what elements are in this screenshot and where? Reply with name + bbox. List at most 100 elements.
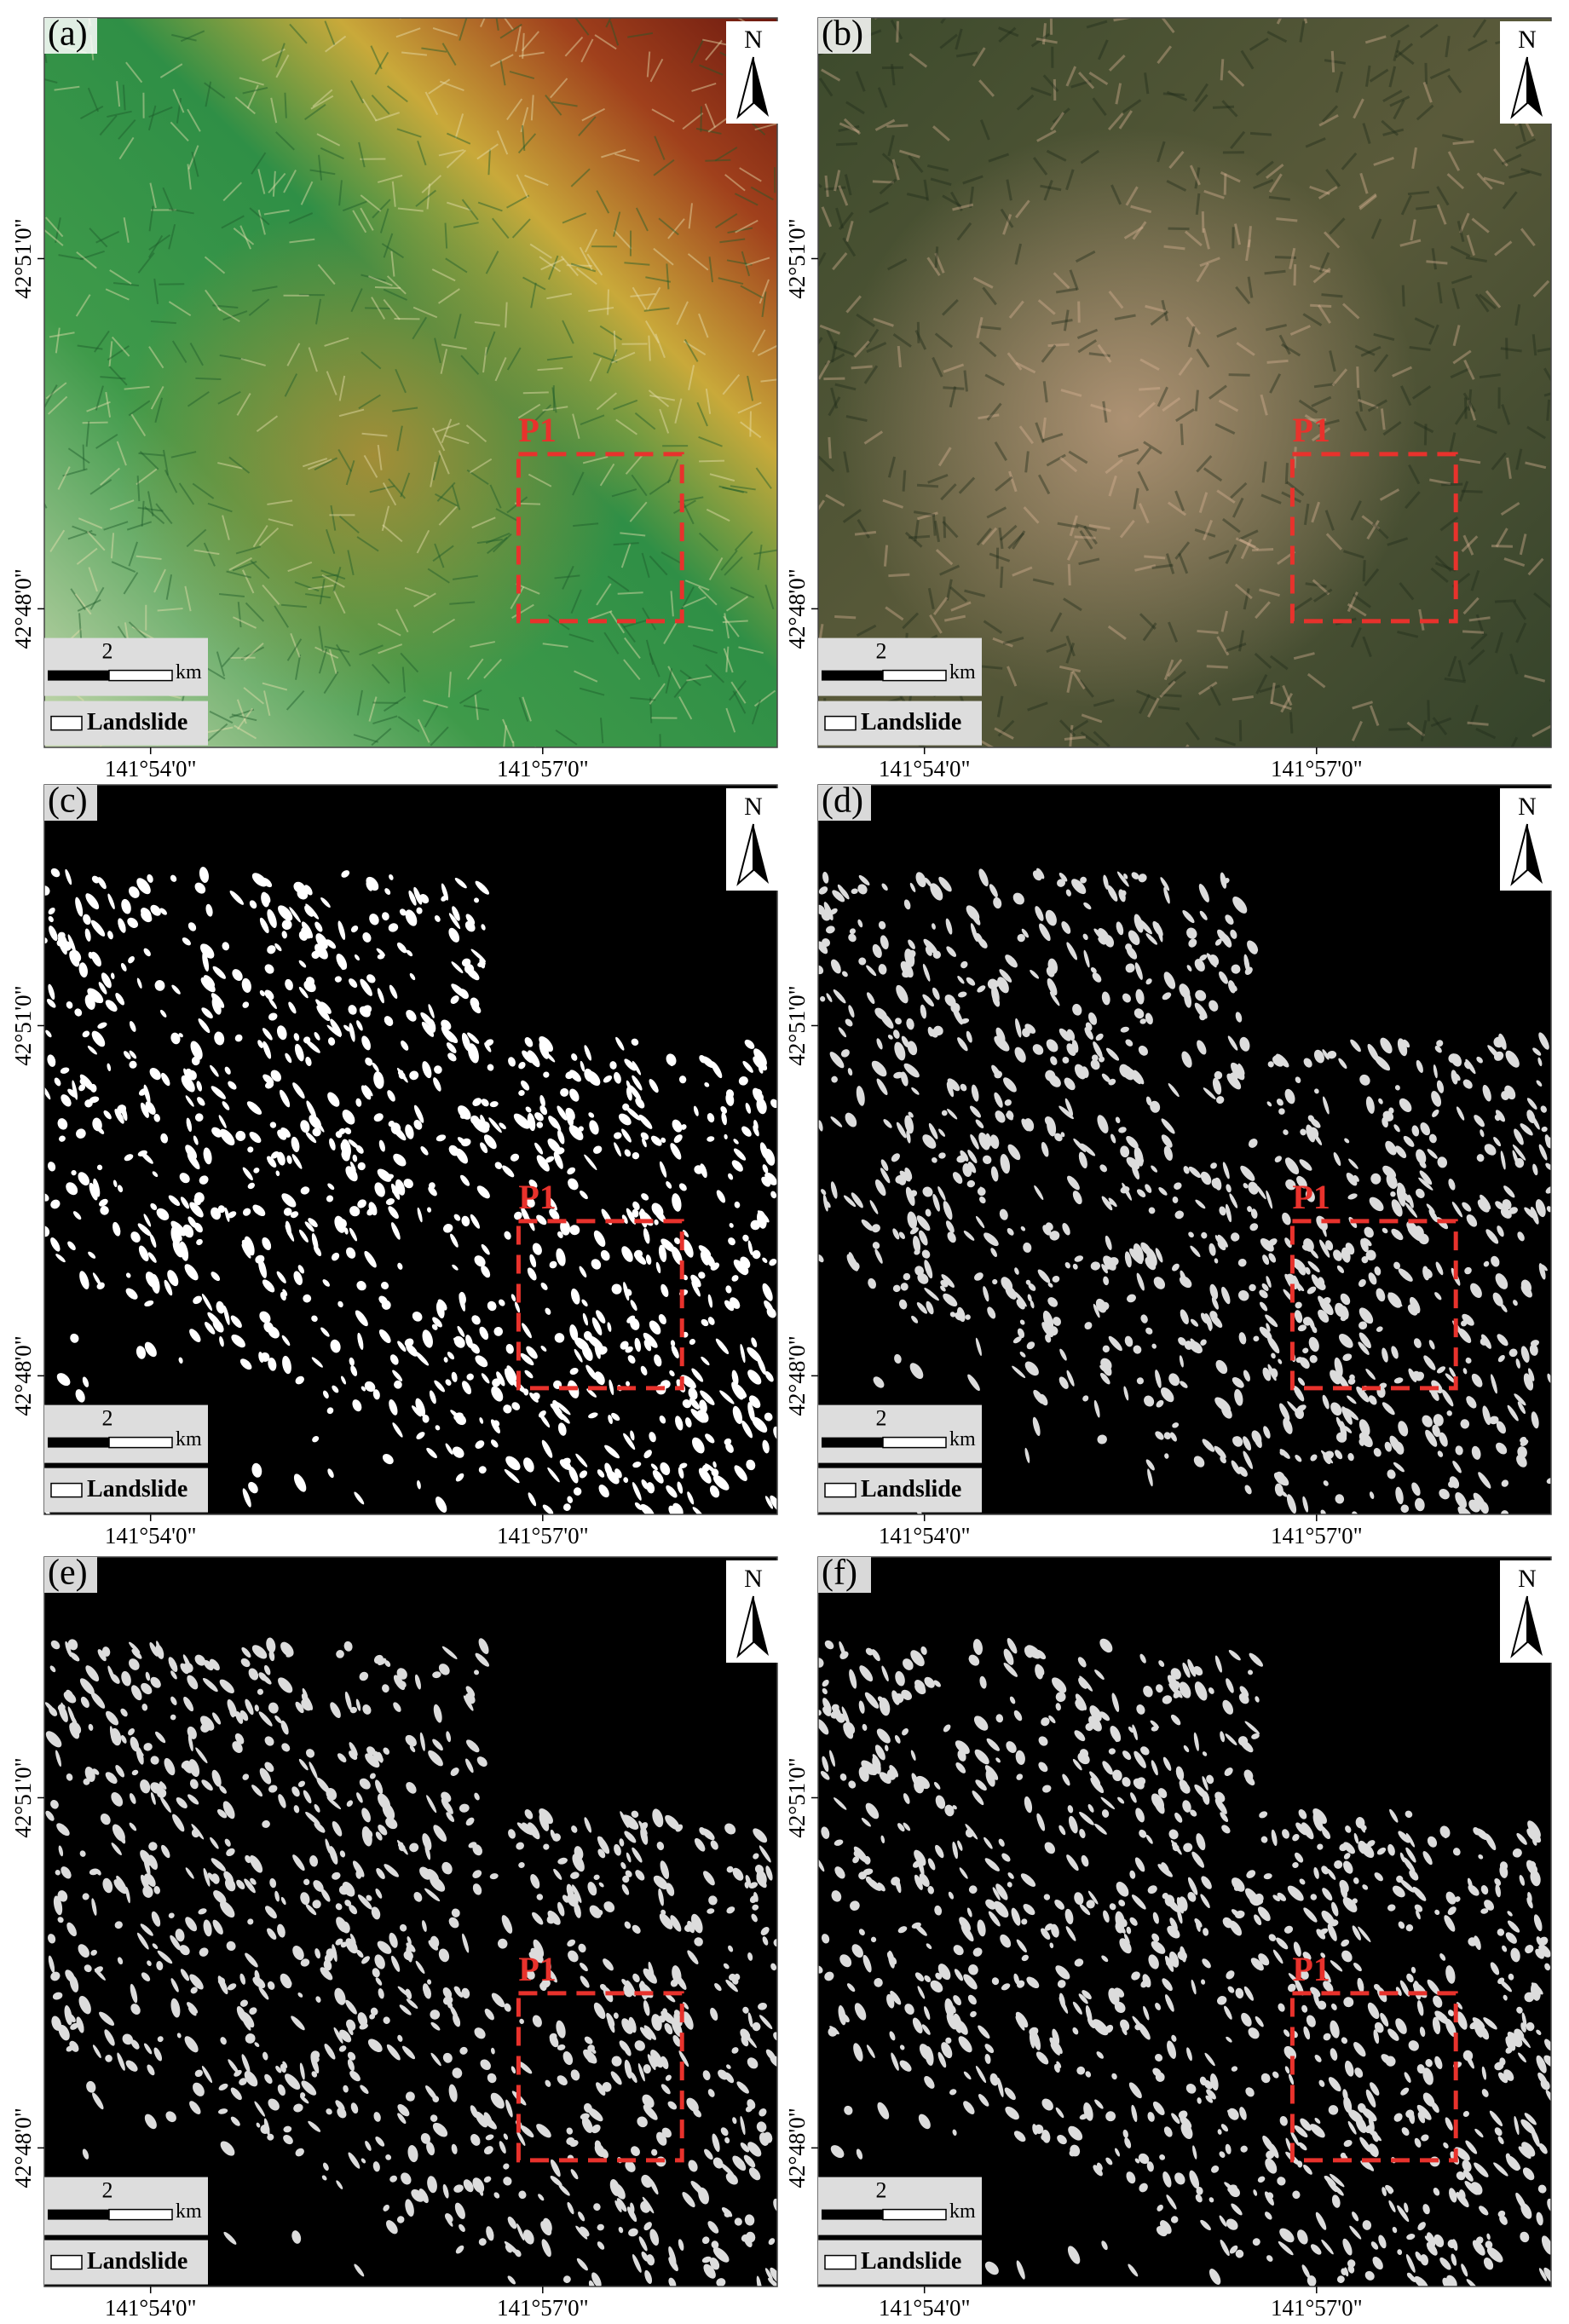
valley: [699, 64, 724, 76]
landslide-blob: [278, 1677, 293, 1693]
landslide-blob: [542, 1504, 554, 1514]
valley: [353, 734, 379, 743]
texture: [1051, 319, 1073, 326]
landslide-blob: [546, 1961, 551, 1970]
texture: [932, 125, 950, 141]
texture: [1467, 721, 1489, 726]
landslide-blob: [203, 1919, 212, 1937]
landslide-blob: [845, 1018, 853, 1027]
valley: [47, 395, 68, 415]
valley: [424, 91, 439, 116]
texture: [932, 514, 937, 536]
landslide-blob: [160, 1133, 169, 1144]
landslide-blob: [349, 1742, 358, 1756]
landslide-blob: [731, 1160, 743, 1172]
landslide-blob: [420, 1145, 429, 1156]
texture: [1312, 268, 1331, 284]
landslide-blob: [291, 2015, 305, 2031]
landslide-blob: [48, 983, 55, 1001]
landslide-blob: [748, 1882, 759, 1889]
landslide-blob: [999, 1208, 1008, 1220]
north-arrow: [1527, 824, 1543, 884]
valley: [688, 203, 693, 229]
valley: [579, 246, 593, 271]
landslide-blob: [1271, 1352, 1276, 1359]
valley: [189, 343, 204, 366]
texture: [1240, 539, 1253, 560]
valley: [99, 114, 118, 136]
landslide-blob: [352, 1399, 362, 1412]
valley: [382, 524, 403, 543]
landslide-blob: [747, 1402, 755, 1422]
texture: [1468, 704, 1479, 726]
landslide-blob: [1302, 1496, 1309, 1513]
scale-value: 2: [876, 1406, 887, 1431]
valley: [338, 408, 365, 418]
valley: [624, 262, 650, 266]
texture: [1203, 189, 1225, 199]
texture: [909, 53, 928, 68]
landslide-blob: [1035, 906, 1044, 921]
landslide-blob: [1005, 954, 1018, 968]
texture: [972, 276, 994, 289]
landslide-blob: [211, 1858, 226, 1871]
landslide-blob: [47, 1054, 56, 1067]
landslide-blob: [551, 2159, 561, 2177]
landslide-blob: [820, 995, 826, 1002]
landslide-blob: [414, 1674, 421, 1690]
landslide-blob: [297, 1265, 305, 1274]
landslide-blob: [587, 2044, 595, 2052]
texture: [819, 324, 841, 335]
valley: [222, 310, 248, 321]
texture: [1214, 737, 1237, 747]
landslide-blob: [1313, 1049, 1324, 1064]
texture: [1524, 674, 1546, 683]
texture: [834, 170, 841, 192]
landslide-blob: [907, 1211, 918, 1230]
y-tick-label: 42°51'0": [784, 985, 810, 1065]
valley: [86, 530, 106, 551]
landslide-blob: [1303, 1058, 1312, 1068]
texture: [1227, 70, 1245, 87]
valley: [332, 590, 346, 614]
valley: [390, 251, 395, 277]
texture: [1475, 727, 1497, 740]
valley: [596, 190, 610, 214]
landslide-blob: [66, 1922, 77, 1937]
texture: [1401, 285, 1405, 307]
valley: [510, 585, 525, 609]
valley: [137, 252, 155, 274]
landslide-blob: [388, 923, 399, 932]
landslide-blob: [1091, 1054, 1099, 1062]
texture: [1475, 614, 1485, 636]
landslide-blob: [614, 2200, 622, 2212]
landslide-blob: [1133, 914, 1144, 933]
valley: [589, 357, 603, 382]
valley: [305, 593, 332, 599]
texture: [897, 345, 902, 368]
valley: [667, 666, 682, 689]
landslide-blob: [822, 871, 829, 884]
landslide-blob: [503, 2133, 509, 2140]
valley: [465, 424, 487, 442]
landslide-blob: [586, 1388, 597, 1398]
landslide-blob: [733, 1259, 747, 1276]
landslide-blob: [1210, 1162, 1217, 1169]
landslide-blob: [622, 1875, 630, 1883]
landslide-blob: [303, 885, 313, 896]
landslide-blob: [254, 2042, 260, 2047]
valley: [386, 275, 407, 295]
landslide-blob: [98, 982, 107, 995]
valley: [540, 257, 565, 271]
landslide-blob: [252, 1204, 266, 1217]
texture: [1268, 195, 1290, 201]
landslide-blob: [584, 2036, 593, 2044]
landslide-blob: [96, 1282, 105, 1289]
texture: [874, 118, 896, 131]
landslide-blob: [345, 1999, 357, 2015]
landslide-blob: [632, 1973, 640, 1983]
landslide-blob: [305, 1811, 320, 1825]
landslide-blob: [242, 1208, 251, 1216]
landslide-blob: [1477, 1199, 1490, 1213]
landslide-blob: [437, 1299, 447, 1311]
